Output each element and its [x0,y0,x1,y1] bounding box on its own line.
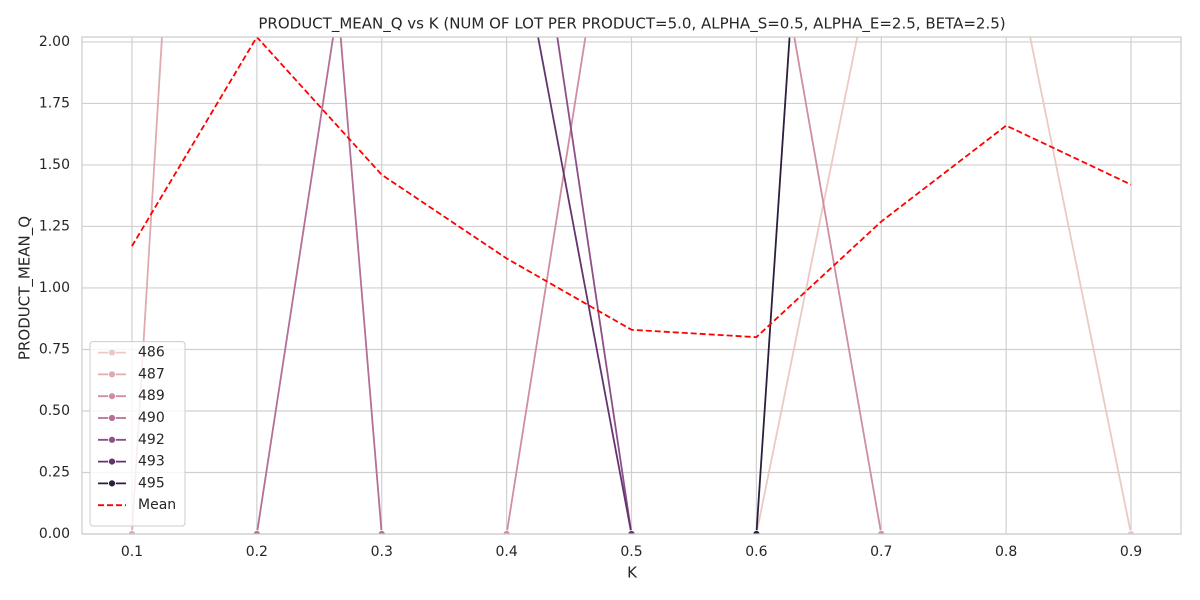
x-tick-label: 0.1 [121,544,143,560]
data-point [128,530,136,534]
y-tick-label: 0.00 [39,526,70,542]
legend-marker [108,435,116,444]
data-point [502,530,511,534]
legend-label: Mean [138,497,176,513]
legend-marker [108,370,116,379]
y-tick-label: 1.75 [39,95,70,111]
series-line [755,37,791,534]
x-tick-label: 0.8 [995,544,1017,560]
legend-marker [108,457,116,466]
x-tick-label: 0.7 [870,544,892,560]
series-line [131,37,1132,339]
series-line [755,37,1132,534]
legend-label: 493 [138,454,165,470]
series-line [537,37,633,534]
legend-label: 490 [138,410,165,426]
legend-label: 492 [138,432,165,448]
data-point [377,530,386,534]
legend: 486 487 489 490 492 493 495 Mean [89,341,186,527]
chart-title: PRODUCT_MEAN_Q vs K (NUM OF LOT PER PROD… [258,15,1005,34]
y-tick-label: 1.00 [39,280,70,296]
y-tick-label: 1.50 [39,157,70,173]
x-tick-label: 0.3 [371,544,393,560]
series-line [255,37,383,534]
legend-label: 486 [138,345,165,361]
y-tick-label: 0.75 [39,341,70,357]
data-point [1127,530,1135,534]
plot-frame [81,36,1182,535]
x-tick-label: 0.4 [495,544,517,560]
legend-marker [108,392,116,401]
x-axis-label: K [627,564,638,582]
data-point [627,530,636,534]
x-tick-label: 0.2 [246,544,268,560]
lines [128,2,1135,534]
x-tick-label: 0.9 [1120,544,1142,560]
x-tick-label: 0.6 [745,544,767,560]
legend-marker [108,414,116,422]
y-tick-label: 2.00 [39,34,70,50]
data-point [877,530,886,534]
legend-label: 489 [138,388,165,404]
series-line [556,37,633,534]
y-tick-label: 0.50 [39,403,70,419]
series-line [131,37,163,534]
data-point [335,2,342,9]
legend-label: 487 [138,366,165,382]
y-axis-label: PRODUCT_MEAN_Q [16,216,35,360]
legend-marker [108,479,116,488]
legend-marker [108,348,116,357]
x-tick-label: 0.5 [620,544,642,560]
legend-box [89,341,186,527]
y-tick-label: 0.25 [39,464,70,480]
y-tick-label: 1.25 [39,218,70,234]
series-line [505,37,883,534]
legend-label: 495 [138,475,165,491]
data-point [752,530,761,534]
data-point [252,530,261,534]
